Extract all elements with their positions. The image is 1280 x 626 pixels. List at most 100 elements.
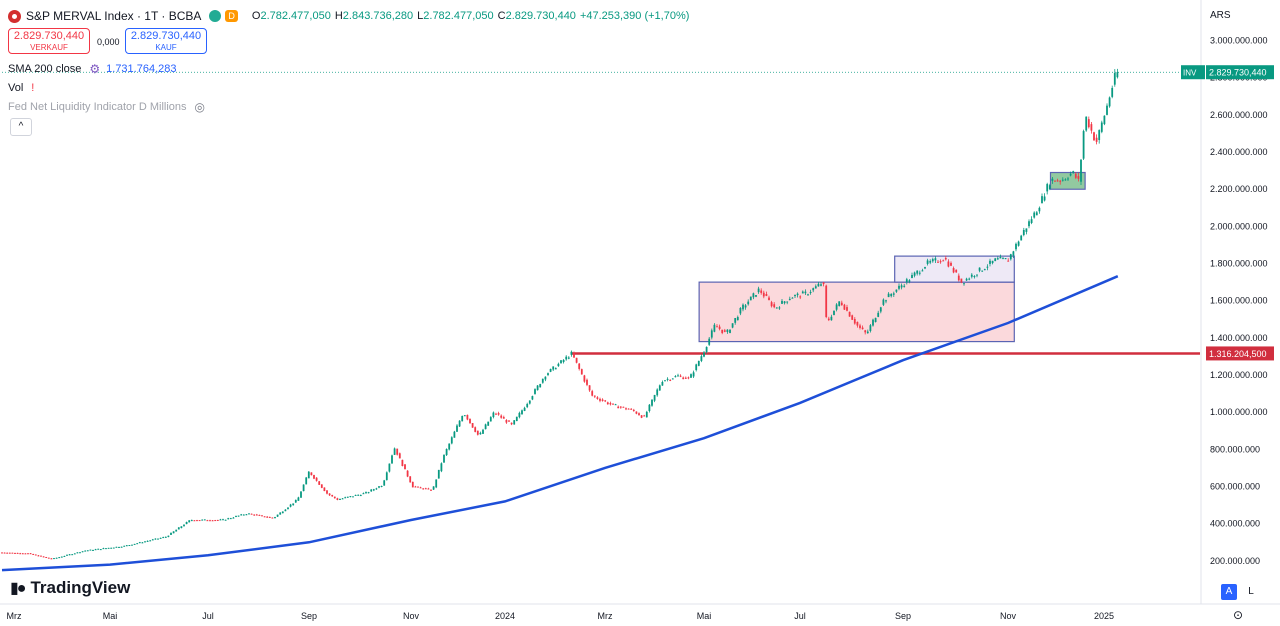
- candle-body: [781, 300, 783, 304]
- candle: [222, 518, 224, 521]
- candle: [136, 543, 139, 545]
- candle: [1020, 234, 1023, 241]
- buy-button[interactable]: 2.829.730,440 KAUF: [125, 28, 207, 54]
- sell-button[interactable]: 2.829.730,440 VERKAUF: [8, 28, 90, 54]
- candle-body: [157, 538, 159, 540]
- candle: [593, 395, 596, 399]
- candle: [1025, 228, 1028, 235]
- candle: [352, 496, 354, 498]
- candle: [635, 411, 638, 415]
- candle-body: [968, 278, 971, 280]
- x-tick-label: Nov: [1000, 611, 1017, 621]
- x-tick-label: Mai: [697, 611, 712, 621]
- candle: [216, 519, 219, 521]
- candle-body: [385, 472, 388, 481]
- candle-body: [1098, 130, 1101, 141]
- candle: [84, 550, 87, 552]
- close-value: 2.829.730,440: [505, 10, 576, 22]
- candle: [866, 329, 869, 334]
- candle-body: [487, 421, 490, 426]
- candle-body: [216, 519, 219, 521]
- candle: [268, 516, 271, 518]
- candle: [1035, 210, 1038, 216]
- candle: [606, 401, 609, 405]
- candle: [1082, 129, 1085, 160]
- candle-body: [73, 553, 76, 555]
- candle: [248, 513, 250, 515]
- close-label: C: [497, 10, 506, 22]
- candle-body: [817, 283, 820, 287]
- candle-body: [661, 381, 664, 386]
- sma-legend[interactable]: SMA 200 close ⚙ 1.731.764,283: [8, 62, 177, 76]
- auto-scale-button[interactable]: A: [1221, 584, 1237, 600]
- candle-body: [872, 319, 874, 326]
- candle-body: [40, 555, 42, 557]
- change-value: +47.253,390 (+1,70%): [579, 10, 690, 22]
- candle: [500, 414, 503, 419]
- candle-body: [1022, 230, 1025, 236]
- vol-legend[interactable]: Vol !: [8, 82, 34, 94]
- candle-body: [575, 357, 578, 363]
- candle: [983, 268, 986, 271]
- candle-body: [864, 330, 867, 333]
- candle-body: [593, 395, 596, 397]
- candle: [229, 517, 232, 520]
- symbol-title[interactable]: S&P MERVAL Index · 1T · BCBA: [26, 9, 202, 23]
- candle-body: [404, 464, 406, 470]
- interval-badge[interactable]: D: [225, 10, 238, 22]
- market-status-icon[interactable]: [209, 10, 222, 22]
- candle: [144, 540, 146, 543]
- candle-body: [276, 514, 279, 517]
- candle-body: [612, 403, 614, 405]
- candle: [552, 366, 555, 372]
- candle-body: [310, 472, 313, 476]
- candle-body: [900, 285, 903, 288]
- candle: [1022, 227, 1025, 237]
- candle: [1093, 131, 1095, 141]
- candle: [16, 552, 19, 554]
- candle: [476, 430, 479, 436]
- candle-body: [193, 520, 196, 522]
- candle: [263, 516, 266, 518]
- candle: [448, 443, 451, 451]
- candle: [354, 494, 357, 496]
- candle-body: [952, 268, 955, 273]
- candle: [700, 354, 703, 363]
- candle-body: [674, 376, 677, 378]
- candle: [107, 547, 110, 549]
- candle-body: [110, 547, 113, 549]
- log-scale-button[interactable]: L: [1248, 586, 1254, 597]
- candle: [73, 553, 76, 555]
- candle-body: [86, 550, 89, 552]
- chevron-up-icon[interactable]: ^: [10, 118, 32, 136]
- fed-legend[interactable]: Fed Net Liquidity Indicator D Millions ◎: [8, 100, 205, 114]
- warning-icon[interactable]: !: [31, 82, 35, 94]
- currency-label[interactable]: ARS: [1210, 10, 1231, 21]
- candle-body: [1, 552, 3, 554]
- gear-icon[interactable]: ⚙: [89, 62, 101, 76]
- candle-body: [937, 261, 939, 263]
- candle: [1061, 177, 1064, 182]
- candle: [1028, 219, 1030, 229]
- candle: [986, 264, 989, 271]
- candle-body: [396, 448, 399, 455]
- candle: [944, 255, 947, 261]
- candle-body: [710, 330, 713, 338]
- candle-body: [539, 383, 542, 388]
- candle-body: [541, 378, 544, 383]
- candle: [1098, 129, 1101, 144]
- eye-off-icon[interactable]: ◎: [194, 100, 206, 114]
- low-label: L: [417, 10, 424, 22]
- candle-body: [94, 549, 97, 551]
- candle: [544, 376, 547, 382]
- candle: [619, 406, 622, 409]
- candle-body: [757, 288, 760, 293]
- candle: [1108, 96, 1111, 108]
- candle-body: [268, 516, 271, 518]
- candle: [115, 546, 118, 548]
- candle-body: [653, 394, 656, 401]
- candle-body: [422, 488, 425, 490]
- settings-icon[interactable]: ⊙: [1233, 608, 1244, 622]
- tradingview-logo[interactable]: ▮● TradingView: [10, 578, 130, 598]
